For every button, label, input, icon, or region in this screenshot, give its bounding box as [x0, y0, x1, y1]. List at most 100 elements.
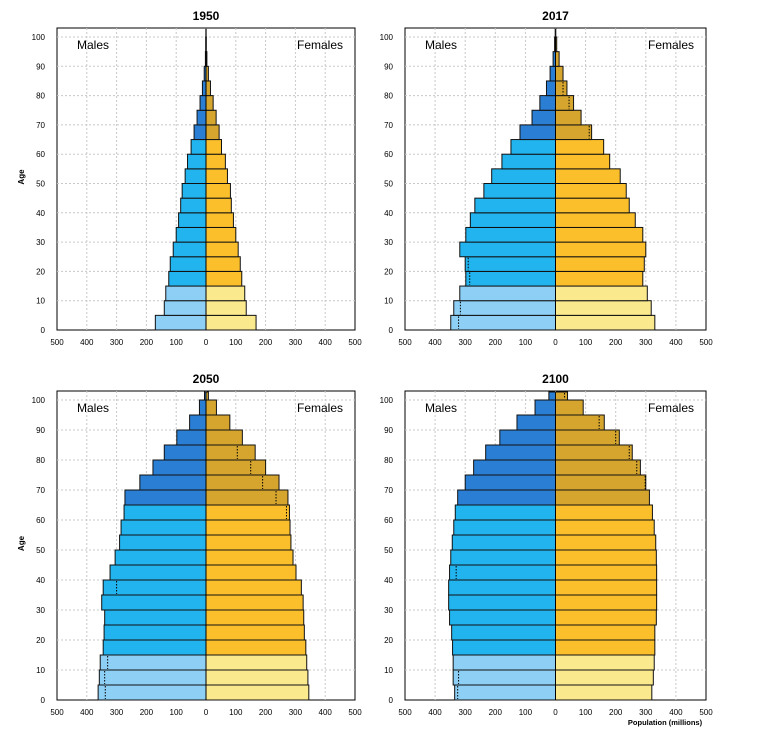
x-tick-label: 0 [553, 708, 558, 717]
male-bar [491, 168, 556, 185]
x-tick-label: 100 [579, 708, 593, 717]
x-tick-label: 0 [553, 338, 558, 347]
male-bar [168, 270, 207, 287]
male-bar [516, 414, 556, 431]
x-tick-label: 500 [699, 338, 713, 347]
y-tick-label: 90 [36, 62, 45, 71]
x-tick-label: 100 [519, 338, 533, 347]
male-bar [450, 549, 557, 566]
y-tick-label: 10 [384, 666, 393, 675]
y-tick-label: 30 [384, 606, 393, 615]
y-tick-label: 60 [384, 150, 393, 159]
y-tick-label: 100 [32, 396, 46, 405]
male-bar [124, 489, 207, 506]
female-bar [205, 285, 246, 302]
y-tick-label: 40 [384, 209, 393, 218]
y-tick-label: 100 [380, 33, 394, 42]
male-bar [499, 429, 557, 446]
x-tick-label: 0 [204, 338, 209, 347]
male-bar [120, 519, 207, 536]
male-bar [453, 519, 556, 536]
female-bar [205, 300, 247, 316]
male-bar [196, 109, 207, 126]
male-bar [473, 459, 556, 476]
x-tick-label: 400 [80, 708, 94, 717]
x-tick-label: 400 [319, 708, 333, 717]
y-tick-label: 50 [36, 180, 45, 189]
male-bar [119, 534, 207, 551]
male-bar [101, 594, 207, 611]
y-tick-label: 30 [384, 238, 393, 247]
male-bar [193, 124, 207, 141]
y-tick-label: 80 [384, 456, 393, 465]
female-bar [555, 139, 605, 155]
male-bar [519, 124, 556, 141]
male-bar [123, 504, 207, 521]
x-tick-label: 400 [319, 338, 333, 347]
x-tick-label: 400 [428, 708, 442, 717]
female-bar [205, 654, 308, 671]
female-bar [555, 624, 656, 641]
male-bar [154, 314, 207, 331]
female-bar [205, 314, 257, 331]
females-label: Females [648, 38, 694, 52]
female-bar [205, 183, 231, 199]
male-bar [180, 197, 207, 214]
pyramid-panel: 2100 Males Females 0 10 20 30 40 50 60 70 80 90 100 50… [380, 372, 714, 727]
female-bar [555, 51, 560, 67]
y-tick-label: 90 [384, 426, 393, 435]
x-tick-label: 100 [229, 708, 243, 717]
female-bar [205, 564, 297, 581]
female-bar [205, 226, 237, 243]
x-tick-label: 300 [459, 708, 473, 717]
y-axis-title: Age [17, 535, 26, 551]
y-tick-label: 70 [384, 486, 393, 495]
y-tick-label: 50 [384, 180, 393, 189]
male-bar [178, 212, 207, 228]
x-tick-label: 300 [110, 708, 124, 717]
female-bar [205, 669, 309, 686]
female-bar [555, 80, 568, 97]
female-bar [205, 414, 231, 431]
male-bar [201, 80, 207, 97]
male-bar [474, 197, 556, 214]
x-tick-label: 400 [669, 338, 683, 347]
male-bar [103, 624, 207, 641]
male-bar [451, 534, 556, 551]
x-tick-label: 200 [259, 708, 273, 717]
male-bar [459, 241, 557, 258]
y-tick-label: 20 [384, 636, 393, 645]
male-bar [539, 95, 557, 111]
males-label: Males [425, 401, 457, 415]
male-bar [465, 226, 556, 243]
male-bar [465, 270, 556, 287]
female-bar [555, 399, 584, 416]
y-tick-label: 60 [384, 516, 393, 525]
female-bar [555, 65, 564, 82]
male-bar [176, 429, 207, 446]
female-bar [555, 429, 620, 446]
female-bar [555, 654, 655, 671]
x-tick-label: 500 [398, 338, 412, 347]
male-bar [449, 609, 557, 626]
male-bar [510, 139, 556, 155]
y-tick-label: 30 [36, 238, 45, 247]
y-tick-label: 0 [41, 326, 46, 335]
y-tick-label: 50 [384, 546, 393, 555]
y-axis-title: Age [17, 169, 26, 185]
male-bar [198, 399, 207, 416]
female-bar [555, 256, 645, 272]
y-tick-label: 0 [389, 696, 394, 705]
female-bar [555, 391, 569, 401]
x-tick-label: 200 [489, 708, 503, 717]
female-bar [205, 519, 291, 536]
male-bar [450, 314, 557, 331]
y-tick-label: 70 [384, 121, 393, 130]
x-tick-label: 400 [669, 708, 683, 717]
female-bar [555, 314, 656, 331]
y-tick-label: 80 [384, 92, 393, 101]
x-tick-label: 300 [459, 338, 473, 347]
female-bar [555, 124, 593, 141]
females-label: Females [297, 401, 343, 415]
